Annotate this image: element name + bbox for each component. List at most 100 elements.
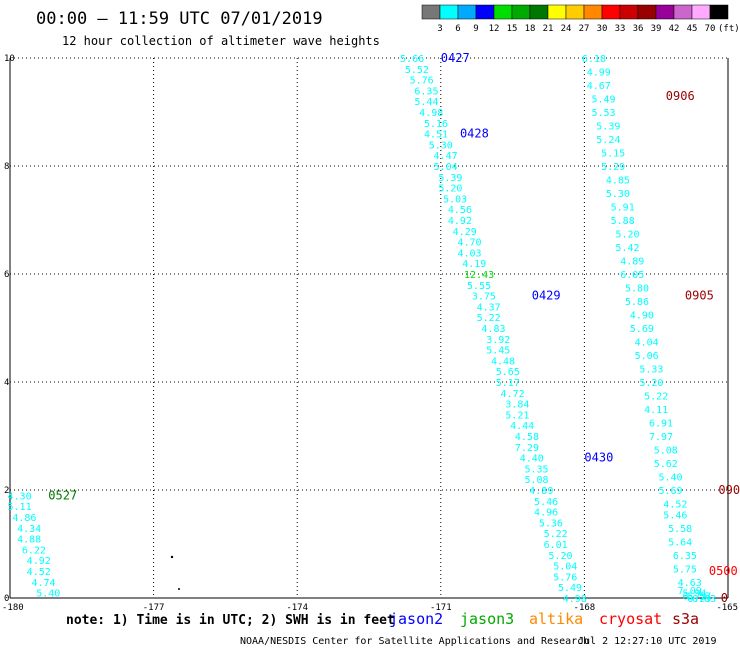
chart-title: 00:00 – 11:59 UTC 07/01/2019 <box>36 9 323 29</box>
data-point-label: 5.49 <box>558 583 582 594</box>
data-point-label: 4.98 <box>419 108 443 119</box>
data-point-label: 6.35 <box>414 86 438 97</box>
data-point-label: 5.88 <box>611 216 635 227</box>
scale-label: 70 <box>705 24 716 34</box>
data-point-label: 5.76 <box>553 572 577 583</box>
data-point-label: 3.84 <box>505 400 529 411</box>
data-point-label: 5.46 <box>663 510 687 521</box>
track-label: 0428 <box>460 127 489 141</box>
data-point-label: 5.15 <box>601 149 625 160</box>
data-point-label: 5.20 <box>548 551 572 562</box>
dot-marker <box>178 588 180 590</box>
data-point-label: 5.94 <box>682 589 706 600</box>
data-point-label: 4.40 <box>520 454 544 465</box>
track-label: 0904 <box>718 483 740 497</box>
data-point-label: 4.70 <box>457 238 481 249</box>
timestamp: Jul 2 12:27:10 UTC 2019 <box>578 636 716 647</box>
scale-label: 33 <box>615 24 626 34</box>
data-point-label: 4.98 <box>563 594 587 605</box>
legend-entry-s3a: s3a <box>672 610 699 628</box>
data-point-label: 4.47 <box>434 151 458 162</box>
scale-swatch <box>673 4 693 20</box>
data-point-label: 5.22 <box>477 313 501 324</box>
scale-label: 45 <box>687 24 698 34</box>
data-point-label: 5.76 <box>410 76 434 87</box>
data-point-label: 4.19 <box>462 259 486 270</box>
data-point-label: 5.75 <box>673 564 697 575</box>
data-point-label: 5.52 <box>405 65 429 76</box>
data-point-label: 5.39 <box>438 173 462 184</box>
scale-swatch <box>457 4 477 20</box>
data-point-label: 5.53 <box>591 108 615 119</box>
scale-swatch <box>475 4 495 20</box>
legend-entry-cryosat: cryosat <box>599 610 662 628</box>
data-point-label: 4.03 <box>457 248 481 259</box>
data-point-label: 7.97 <box>649 432 673 443</box>
scale-swatch <box>547 4 567 20</box>
data-point-label: 5.91 <box>611 203 635 214</box>
y-tick-label: 0 <box>4 594 9 604</box>
data-point-label: 4.85 <box>606 176 630 187</box>
track-label: 0429 <box>532 289 561 303</box>
data-point-label: 6.18 <box>582 54 606 65</box>
data-point-label: 4.52 <box>663 500 687 511</box>
scale-label: 18 <box>525 24 536 34</box>
data-point-label: 5.69 <box>659 486 683 497</box>
footnote: note: 1) Time is in UTC; 2) SWH is in fe… <box>66 613 395 628</box>
data-marks: 5.665.525.766.355.444.985.164.515.304.47… <box>8 54 717 605</box>
scale-swatch <box>601 4 621 20</box>
data-point-label: 5.24 <box>596 135 620 146</box>
data-point-label: 4.89 <box>620 257 644 268</box>
data-point-label: 4.58 <box>515 432 539 443</box>
scale-swatch <box>421 4 441 20</box>
data-point-label: 6.29 <box>687 594 711 605</box>
data-point-label: 5.03 <box>443 194 467 205</box>
track-label: 0905 <box>685 289 714 303</box>
data-point-label: 4.86 <box>12 513 36 524</box>
scale-label: 36 <box>633 24 644 34</box>
scale-swatch <box>637 4 657 20</box>
data-point-label: 5.29 <box>601 162 625 173</box>
y-tick-label: 2 <box>4 486 9 496</box>
x-tick-label: -174 <box>286 603 308 613</box>
data-point-label: 7.09 <box>678 586 702 597</box>
data-point-label: 5.20 <box>438 184 462 195</box>
data-point-label: 5.40 <box>659 473 683 484</box>
data-point-label: 4.44 <box>510 421 534 432</box>
legend-entry-jason3: jason3 <box>460 610 514 628</box>
scale-label: 27 <box>579 24 590 34</box>
chart-subtitle: 12 hour collection of altimeter wave hei… <box>62 34 380 48</box>
data-point-label: 5.30 <box>606 189 630 200</box>
data-point-label: 4.04 <box>635 338 659 349</box>
data-point-label: 5.45 <box>486 346 510 357</box>
data-point-label: 4.11 <box>644 405 668 416</box>
data-point-label: 5.22 <box>544 529 568 540</box>
scale-label: 3 <box>437 24 442 34</box>
data-point-label: 5.57 <box>687 591 711 602</box>
data-point-label: 5.66 <box>400 54 424 65</box>
data-point-label: 5.08 <box>524 475 548 486</box>
scale-label: 9 <box>473 24 478 34</box>
data-point-label: 5.33 <box>639 365 663 376</box>
y-tick-label: 8 <box>4 162 9 172</box>
x-tick-label: -168 <box>574 603 596 613</box>
data-point-label: 5.04 <box>434 162 458 173</box>
scale-label: 39 <box>651 24 662 34</box>
track-label: 0500 <box>709 564 738 578</box>
scale-swatch <box>493 4 513 20</box>
scale-swatch <box>511 4 531 20</box>
data-point-label: 5.22 <box>644 392 668 403</box>
data-point-label: 4.63 <box>678 578 702 589</box>
data-point-label: 5.62 <box>654 459 678 470</box>
data-point-label: 5.21 <box>505 410 529 421</box>
track-label: 0527 <box>48 488 77 502</box>
dot-marker <box>170 555 174 559</box>
data-point-label: 5.44 <box>414 97 438 108</box>
data-point-label: 5.06 <box>635 351 659 362</box>
data-point-label: 4.89 <box>529 486 553 497</box>
data-point-label: 4.74 <box>31 578 55 589</box>
data-point-label: 4.37 <box>477 302 501 313</box>
credit-line: NOAA/NESDIS Center for Satellite Applica… <box>240 636 589 647</box>
data-point-label: 6.01 <box>544 540 568 551</box>
track-label: 0427 <box>441 51 470 65</box>
